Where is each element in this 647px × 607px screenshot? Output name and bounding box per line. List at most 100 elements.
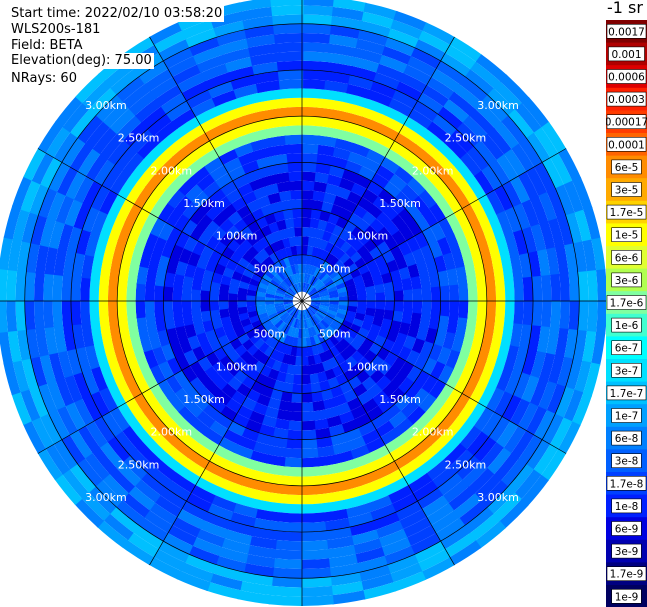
beta-cell bbox=[320, 295, 330, 300]
beta-cell bbox=[269, 338, 279, 349]
beta-cell bbox=[88, 485, 117, 514]
beta-cell bbox=[316, 310, 326, 318]
beta-cell bbox=[384, 301, 395, 312]
beta-cell bbox=[61, 136, 86, 167]
beta-cell bbox=[443, 388, 463, 411]
beta-cell bbox=[392, 89, 419, 110]
beta-cell bbox=[280, 391, 293, 403]
beta-cell bbox=[293, 318, 299, 329]
beta-cell bbox=[309, 218, 320, 229]
beta-cell bbox=[568, 272, 580, 303]
beta-cell bbox=[372, 316, 384, 328]
beta-cell bbox=[193, 321, 206, 336]
beta-cell bbox=[327, 213, 340, 226]
beta-cell bbox=[214, 389, 232, 406]
beta-cell bbox=[470, 222, 487, 245]
beta-cell bbox=[211, 272, 223, 284]
beta-cell bbox=[373, 132, 396, 150]
beta-cell bbox=[0, 330, 13, 365]
beta-cell bbox=[361, 398, 379, 414]
beta-cell bbox=[276, 219, 287, 231]
beta-cell bbox=[454, 84, 483, 110]
beta-cell bbox=[300, 585, 333, 597]
beta-cell bbox=[236, 204, 252, 219]
beta-cell bbox=[122, 454, 148, 480]
beta-cell bbox=[287, 265, 294, 276]
beta-cell bbox=[306, 285, 313, 294]
beta-cell bbox=[216, 29, 248, 47]
beta-cell bbox=[384, 235, 399, 251]
beta-cell bbox=[356, 306, 367, 315]
beta-cell bbox=[205, 204, 223, 221]
beta-cell bbox=[237, 287, 248, 296]
beta-cell bbox=[340, 241, 352, 254]
beta-cell bbox=[241, 571, 273, 586]
beta-cell bbox=[31, 416, 54, 449]
beta-cell bbox=[272, 317, 282, 326]
beta-cell bbox=[251, 319, 262, 329]
beta-cell bbox=[145, 170, 166, 193]
beta-cell bbox=[473, 319, 486, 341]
beta-cell bbox=[394, 191, 413, 209]
beta-cell bbox=[213, 444, 235, 462]
beta-cell bbox=[274, 302, 284, 307]
beta-cell bbox=[89, 87, 118, 116]
beta-cell bbox=[309, 373, 320, 384]
beta-cell bbox=[381, 272, 393, 285]
beta-cell bbox=[249, 278, 260, 287]
beta-cell bbox=[554, 386, 575, 419]
beta-cell bbox=[426, 459, 451, 482]
beta-cell bbox=[542, 157, 565, 190]
beta-cell bbox=[209, 164, 229, 182]
beta-cell bbox=[136, 316, 149, 336]
beta-cell bbox=[393, 290, 404, 302]
beta-cell bbox=[268, 595, 302, 607]
beta-cell bbox=[361, 270, 373, 282]
beta-cell bbox=[596, 269, 606, 303]
colorbar-tick-label: 1.7e-5 bbox=[610, 207, 644, 219]
beta-cell bbox=[346, 84, 372, 100]
beta-cell bbox=[269, 585, 302, 597]
beta-cell bbox=[90, 390, 110, 417]
beta-cell bbox=[303, 282, 306, 292]
beta-cell bbox=[236, 382, 252, 398]
beta-cell bbox=[365, 307, 376, 317]
beta-cell bbox=[375, 420, 395, 438]
beta-cell bbox=[260, 204, 274, 217]
beta-cell bbox=[428, 343, 443, 362]
beta-cell bbox=[313, 409, 327, 421]
beta-cell bbox=[352, 204, 368, 220]
beta-cell bbox=[350, 142, 371, 158]
beta-cell bbox=[337, 308, 348, 316]
beta-cell bbox=[550, 273, 561, 303]
beta-cell bbox=[126, 300, 137, 320]
beta-cell bbox=[107, 382, 126, 408]
colorbar-label-box bbox=[611, 453, 642, 469]
beta-cell bbox=[326, 325, 337, 336]
beta-cell bbox=[313, 257, 321, 268]
beta-cell bbox=[383, 281, 394, 293]
beta-cell bbox=[333, 450, 354, 464]
beta-cell bbox=[394, 501, 423, 521]
beta-cell bbox=[461, 461, 488, 488]
beta-cell bbox=[229, 452, 251, 468]
beta-cell bbox=[309, 317, 316, 327]
beta-cell bbox=[288, 275, 295, 285]
beta-cell bbox=[482, 260, 496, 283]
beta-cell bbox=[223, 116, 246, 133]
beta-cell bbox=[282, 209, 294, 220]
beta-cell bbox=[319, 210, 331, 222]
beta-cell bbox=[171, 516, 201, 538]
beta-cell bbox=[285, 438, 302, 449]
beta-cell bbox=[326, 545, 356, 559]
beta-cell bbox=[495, 366, 513, 393]
beta-cell bbox=[286, 326, 294, 337]
beta-cell bbox=[93, 158, 116, 186]
beta-cell bbox=[282, 116, 303, 127]
beta-cell bbox=[540, 301, 552, 329]
beta-cell bbox=[508, 109, 535, 140]
beta-cell bbox=[302, 69, 328, 81]
beta-cell bbox=[338, 338, 351, 350]
beta-cell bbox=[409, 438, 432, 459]
beta-cell bbox=[487, 88, 516, 117]
